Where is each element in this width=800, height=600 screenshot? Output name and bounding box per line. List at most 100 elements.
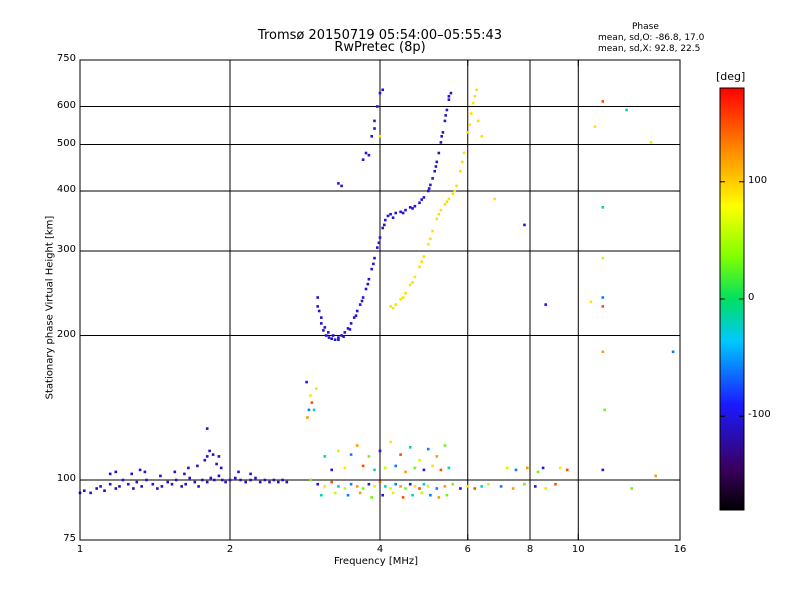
- data-point: [471, 101, 475, 105]
- data-point: [361, 464, 365, 468]
- x-tick-label: 2: [226, 544, 234, 555]
- data-point: [373, 256, 376, 260]
- data-point: [440, 135, 443, 138]
- colorbar-tick-label: 0: [748, 292, 755, 303]
- data-point: [443, 203, 447, 206]
- data-point: [404, 208, 407, 212]
- data-point: [427, 242, 430, 246]
- x-axis-title: Frequency [MHz]: [334, 556, 419, 567]
- data-point: [209, 476, 213, 480]
- data-point: [355, 444, 359, 447]
- data-point: [132, 487, 135, 490]
- data-point: [156, 487, 159, 490]
- phase-mean-o: mean, sd,O: -86.8, 17.0: [598, 33, 705, 43]
- data-point: [437, 496, 441, 499]
- data-point: [589, 300, 593, 304]
- data-point: [103, 489, 106, 492]
- data-point: [433, 169, 436, 173]
- data-point: [309, 478, 312, 482]
- data-point: [376, 246, 379, 249]
- data-point: [249, 472, 252, 476]
- data-point: [378, 449, 382, 453]
- data-point: [358, 303, 362, 306]
- grid-lines: [80, 60, 680, 540]
- data-point: [386, 214, 390, 218]
- data-point: [427, 485, 430, 488]
- data-point: [367, 277, 371, 281]
- data-point: [201, 478, 204, 482]
- data-point: [447, 98, 451, 101]
- data-point: [459, 487, 462, 490]
- data-point: [376, 105, 379, 108]
- data-point: [83, 489, 86, 492]
- data-point: [221, 478, 224, 482]
- y-tick-label: 200: [56, 328, 76, 340]
- data-point: [342, 335, 345, 338]
- data-point: [453, 189, 456, 193]
- data-point: [601, 296, 605, 299]
- data-point: [435, 455, 439, 458]
- data-point: [439, 141, 443, 144]
- data-point: [480, 485, 483, 488]
- data-point: [413, 204, 417, 208]
- data-point: [447, 466, 451, 470]
- data-point: [327, 331, 330, 334]
- data-point: [312, 408, 316, 412]
- data-point: [340, 334, 343, 337]
- y-tick-label: 750: [56, 53, 76, 64]
- data-point: [361, 158, 365, 161]
- data-point: [422, 196, 426, 199]
- data-point: [384, 466, 387, 470]
- data-point: [630, 487, 633, 490]
- data-point: [263, 478, 267, 482]
- data-point: [361, 487, 365, 490]
- data-point: [413, 466, 417, 470]
- data-point: [418, 265, 421, 269]
- data-point: [671, 350, 675, 354]
- data-point: [249, 478, 252, 482]
- data-point: [358, 491, 362, 495]
- data-point: [315, 387, 318, 390]
- data-point: [170, 482, 174, 486]
- data-point: [306, 416, 309, 419]
- data-point: [367, 153, 371, 157]
- data-point: [462, 151, 466, 155]
- data-point: [89, 491, 92, 495]
- data-point: [429, 183, 432, 187]
- data-point: [333, 491, 337, 495]
- data-point: [427, 447, 430, 451]
- data-point: [435, 487, 439, 490]
- data-point: [217, 455, 221, 458]
- data-point: [441, 131, 445, 134]
- data-point: [526, 466, 529, 470]
- data-point: [514, 468, 518, 472]
- data-point: [159, 474, 162, 478]
- data-point: [108, 472, 112, 476]
- data-point: [95, 487, 98, 490]
- data-point: [399, 298, 402, 301]
- data-point: [237, 470, 240, 474]
- data-point: [418, 201, 421, 205]
- data-point: [343, 487, 347, 490]
- data-point: [401, 496, 405, 499]
- data-point: [420, 198, 423, 201]
- data-point: [437, 151, 441, 155]
- data-point: [408, 283, 412, 287]
- data-point: [480, 135, 483, 138]
- data-point: [435, 160, 439, 164]
- data-point: [445, 493, 449, 497]
- data-point: [381, 226, 384, 230]
- data-point: [468, 123, 471, 126]
- data-point: [443, 485, 447, 488]
- data-point: [205, 427, 209, 430]
- data-point: [268, 480, 271, 484]
- data-point: [466, 485, 469, 488]
- data-point: [404, 470, 407, 474]
- data-point: [422, 468, 426, 472]
- chart-title-line2: RwPretec (8p): [334, 40, 426, 55]
- data-point: [310, 401, 314, 404]
- y-tick-label: 100: [56, 473, 76, 485]
- data-point: [219, 466, 223, 470]
- data-point: [99, 485, 102, 488]
- data-point: [337, 449, 340, 453]
